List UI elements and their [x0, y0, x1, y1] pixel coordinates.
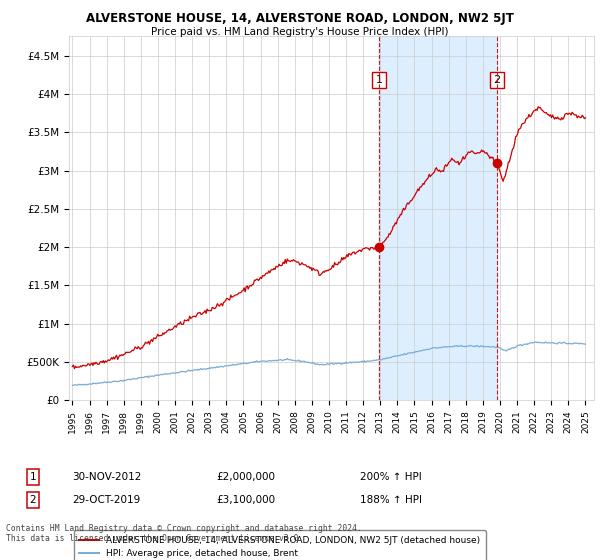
Bar [379, 36, 497, 400]
Text: Contains HM Land Registry data © Crown copyright and database right 2024.
This d: Contains HM Land Registry data © Crown c… [6, 524, 362, 543]
Text: ALVERSTONE HOUSE, 14, ALVERSTONE ROAD, LONDON, NW2 5JT: ALVERSTONE HOUSE, 14, ALVERSTONE ROAD, L… [86, 12, 514, 25]
Text: 2: 2 [493, 75, 500, 85]
Text: £2,000,000: £2,000,000 [216, 472, 275, 482]
Text: 1: 1 [376, 75, 382, 85]
Legend: ALVERSTONE HOUSE, 14, ALVERSTONE ROAD, LONDON, NW2 5JT (detached house), HPI: Av: ALVERSTONE HOUSE, 14, ALVERSTONE ROAD, L… [74, 530, 485, 560]
Text: 29-OCT-2019: 29-OCT-2019 [72, 495, 140, 505]
Text: 1: 1 [29, 472, 37, 482]
Text: 188% ↑ HPI: 188% ↑ HPI [360, 495, 422, 505]
Text: £3,100,000: £3,100,000 [216, 495, 275, 505]
Text: Price paid vs. HM Land Registry's House Price Index (HPI): Price paid vs. HM Land Registry's House … [151, 27, 449, 37]
Text: 2: 2 [29, 495, 37, 505]
Text: 200% ↑ HPI: 200% ↑ HPI [360, 472, 422, 482]
Text: 30-NOV-2012: 30-NOV-2012 [72, 472, 142, 482]
